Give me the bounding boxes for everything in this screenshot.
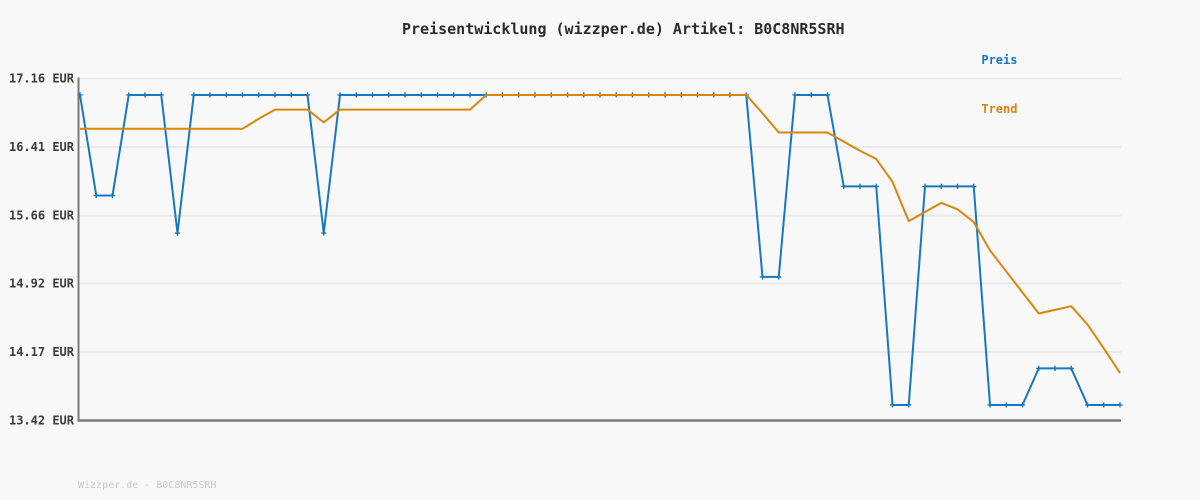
- legend-label-preis: Preis: [981, 53, 1018, 67]
- legend-label-trend: Trend: [981, 102, 1018, 116]
- chart-legend: Preis Trend: [938, 39, 1017, 137]
- y-axis-tick-label: 17.16 EUR: [9, 72, 75, 86]
- price-point-markers: [77, 92, 1123, 408]
- y-axis-tick-label: 14.17 EUR: [9, 345, 75, 359]
- y-axis-tick-label: 15.66 EUR: [9, 209, 75, 223]
- price-line: [79, 93, 1120, 406]
- watermark-text: Wizzper.de - B0C8NR5SRH: [78, 480, 217, 491]
- y-axis-tick-label: 14.92 EUR: [9, 276, 75, 290]
- y-axis-tick-label: 16.41 EUR: [9, 140, 75, 154]
- chart-title: Preisentwicklung (wizzper.de) Artikel: B…: [402, 20, 845, 38]
- trend-line: [80, 93, 1121, 374]
- legend-item-preis: Preis: [938, 39, 1017, 81]
- y-axis-tick-label: 13.42 EUR: [9, 414, 75, 428]
- legend-item-trend: Trend: [938, 88, 1017, 130]
